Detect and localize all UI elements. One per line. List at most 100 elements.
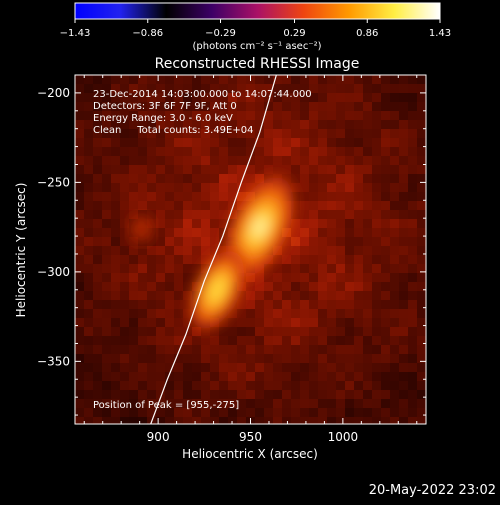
heatmap-cell [318,219,328,229]
heatmap-cell [165,138,175,148]
chart-title: Reconstructed RHESSI Image [155,56,360,72]
heatmap-cell [93,138,103,148]
heatmap-cell [129,390,139,400]
heatmap-cell [390,399,400,409]
heatmap-cell [246,381,256,391]
heatmap-cell [237,84,247,94]
heatmap-cell [273,399,283,409]
heatmap-cell [372,246,382,256]
heatmap-cell [201,381,211,391]
heatmap-cell [372,237,382,247]
heatmap-cell [372,147,382,157]
heatmap-cell [219,327,229,337]
heatmap-cell [300,111,310,121]
heatmap-cell [264,273,274,283]
heatmap-cell [111,237,121,247]
heatmap-cell [129,255,139,265]
heatmap-cell [363,228,373,238]
heatmap-cell [417,363,426,373]
heatmap-cell [75,237,85,247]
heatmap-cell [201,120,211,130]
heatmap-cell [165,75,175,85]
heatmap-cell [183,219,193,229]
heatmap-cell [309,354,319,364]
heatmap-cell [120,336,130,346]
heatmap-cell [120,102,130,112]
heatmap-cell [183,300,193,310]
heatmap-cell [174,147,184,157]
heatmap-cell [390,318,400,328]
heatmap-cell [75,264,85,274]
heatmap-cell [237,129,247,139]
heatmap-cell [399,300,409,310]
heatmap-cell [381,291,391,301]
heatmap-cell [228,309,238,319]
heatmap-cell [219,129,229,139]
heatmap-cell [300,264,310,274]
x-axis-tick-label: 1000 [328,430,359,444]
heatmap-cell [120,75,130,85]
heatmap-cell [381,255,391,265]
heatmap-cell [174,354,184,364]
heatmap-cell [399,327,409,337]
heatmap-cell [111,165,121,175]
heatmap-cell [273,111,283,121]
heatmap-cell [372,192,382,202]
heatmap-cell [354,300,364,310]
heatmap-cell [246,102,256,112]
heatmap-cell [264,363,274,373]
heatmap-cell [381,264,391,274]
heatmap-cell [210,93,220,103]
heatmap-cell [417,84,426,94]
heatmap-cell [174,417,184,424]
heatmap-cell [84,363,94,373]
heatmap-cell [345,120,355,130]
heatmap-cell [336,84,346,94]
heatmap-cell [282,408,292,418]
heatmap-cell [147,201,157,211]
solar-limb-curve [150,75,277,424]
heatmap-cell [93,102,103,112]
heatmap-cell [147,237,157,247]
heatmap-cell [399,408,409,418]
heatmap-cell [390,165,400,175]
heatmap-cell [156,309,166,319]
heatmap-cell [84,93,94,103]
heatmap-cell [102,381,112,391]
heatmap-cell [417,183,426,193]
heatmap-cell [165,237,175,247]
heatmap-cell [156,273,166,283]
heatmap-cell [75,381,85,391]
heatmap-cell [372,309,382,319]
heatmap-cell [291,273,301,283]
heatmap-cell [93,156,103,166]
heatmap-cell [300,129,310,139]
heatmap-cell [372,120,382,130]
heatmap-cell [282,129,292,139]
heatmap-cell [354,201,364,211]
heatmap-cell [84,156,94,166]
heatmap-cell [354,381,364,391]
heatmap-cell [381,84,391,94]
heatmap-cell [345,210,355,220]
heatmap-cell [345,291,355,301]
heatmap-cell [246,183,256,193]
heatmap-cell [93,282,103,292]
heatmap-cell [327,75,337,85]
heatmap-cell [138,93,148,103]
heatmap-cell [183,174,193,184]
heatmap-cell [219,219,229,229]
heatmap-cell [129,183,139,193]
annotation-energy: Energy Range: 3.0 - 6.0 keV [93,113,233,124]
colorbar-tick-label: −1.43 [60,28,91,39]
heatmap-cell [363,417,373,424]
heatmap-cell [165,399,175,409]
heatmap-cell [129,75,139,85]
heatmap-cell [219,390,229,400]
heatmap-cell [390,390,400,400]
heatmap-cell [219,84,229,94]
heatmap-cell [75,246,85,256]
heatmap-cell [309,273,319,283]
heatmap-cell [363,120,373,130]
heatmap-cell [156,318,166,328]
